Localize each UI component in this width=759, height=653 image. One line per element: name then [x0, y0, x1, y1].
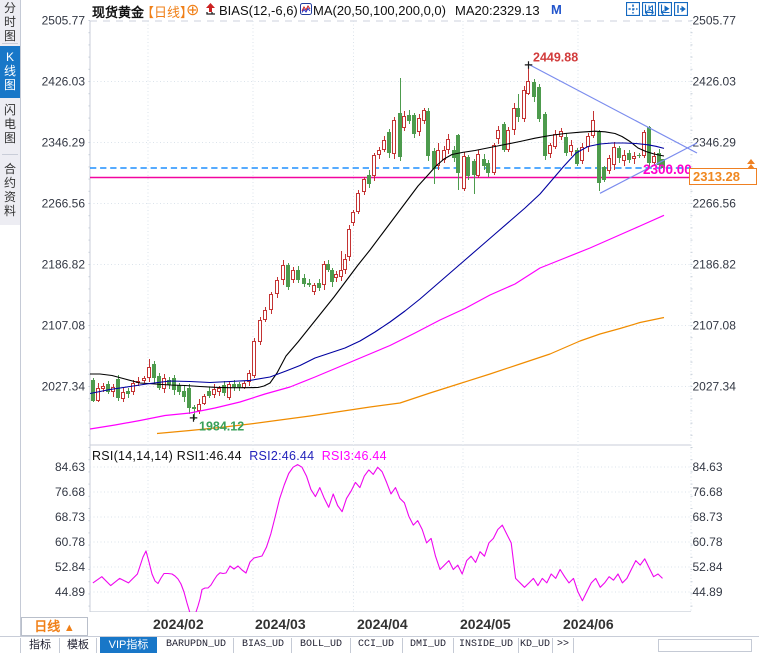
svg-text:2426.03: 2426.03 [693, 75, 737, 89]
svg-text:68.73: 68.73 [693, 510, 723, 524]
svg-text:44.89: 44.89 [693, 585, 723, 599]
svg-text:2027.34: 2027.34 [693, 380, 737, 394]
svg-text:52.84: 52.84 [693, 560, 723, 574]
svg-text:84.63: 84.63 [55, 460, 85, 474]
svg-text:2186.82: 2186.82 [693, 258, 737, 272]
svg-text:52.84: 52.84 [55, 560, 85, 574]
svg-text:2505.77: 2505.77 [42, 14, 86, 28]
svg-text:76.68: 76.68 [693, 485, 723, 499]
svg-text:2266.56: 2266.56 [42, 197, 86, 211]
svg-text:76.68: 76.68 [55, 485, 85, 499]
svg-text:60.78: 60.78 [55, 535, 85, 549]
svg-text:68.73: 68.73 [55, 510, 85, 524]
svg-text:2346.29: 2346.29 [42, 136, 86, 150]
svg-text:44.89: 44.89 [55, 585, 85, 599]
svg-text:2346.29: 2346.29 [693, 136, 737, 150]
svg-text:60.78: 60.78 [693, 535, 723, 549]
svg-text:2505.77: 2505.77 [693, 14, 737, 28]
svg-text:84.63: 84.63 [693, 460, 723, 474]
svg-text:2426.03: 2426.03 [42, 75, 86, 89]
svg-text:2107.08: 2107.08 [42, 319, 86, 333]
svg-text:2107.08: 2107.08 [693, 319, 737, 333]
svg-text:2186.82: 2186.82 [42, 258, 86, 272]
svg-text:2449.88: 2449.88 [533, 51, 578, 65]
svg-text:2300.00: 2300.00 [643, 162, 692, 177]
svg-text:1984.12: 1984.12 [199, 420, 244, 434]
svg-text:2266.56: 2266.56 [693, 197, 737, 211]
svg-text:2027.34: 2027.34 [42, 380, 86, 394]
